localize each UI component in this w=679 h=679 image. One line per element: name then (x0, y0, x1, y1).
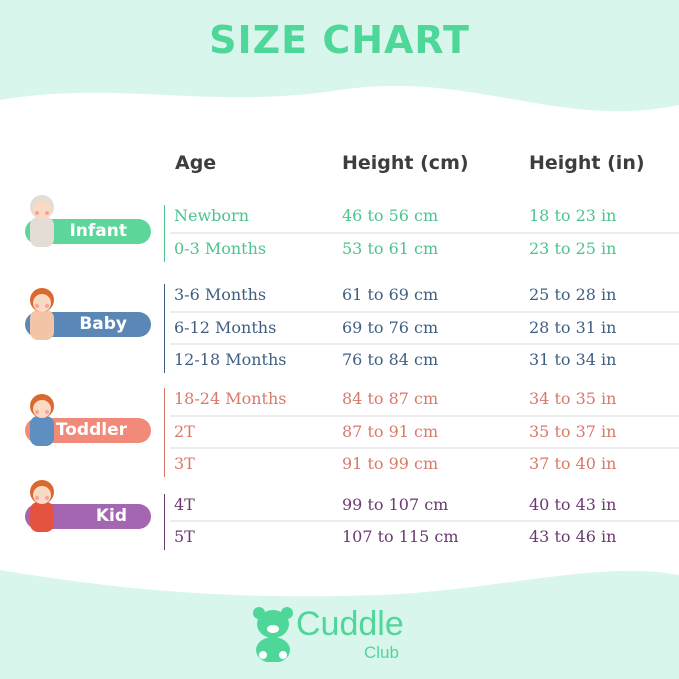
row-separator (170, 343, 679, 345)
age-cell: 6-12 Months (174, 318, 277, 337)
age-cell: 2T (174, 422, 195, 441)
height-in-cell: 40 to 43 in (529, 495, 617, 514)
height-in-cell: 28 to 31 in (529, 318, 617, 337)
header-height-in: Height (in) (529, 152, 645, 174)
row-separator (170, 520, 679, 522)
group-divider (164, 494, 165, 550)
row-separator (170, 232, 679, 234)
logo-name: Cuddle (296, 605, 404, 643)
infant-illustration-icon (30, 195, 54, 247)
row-separator (170, 447, 679, 449)
header-age: Age (175, 152, 217, 174)
height-in-cell: 23 to 25 in (529, 239, 617, 258)
height-in-cell: 35 to 37 in (529, 422, 617, 441)
height-in-cell: 25 to 28 in (529, 285, 617, 304)
height-cm-cell: 107 to 115 cm (342, 527, 459, 546)
height-in-cell: 31 to 34 in (529, 350, 617, 369)
bear-logo-icon (253, 607, 293, 662)
logo-sub: Club (364, 643, 399, 662)
age-cell: 0-3 Months (174, 239, 267, 258)
height-in-cell: 37 to 40 in (529, 454, 617, 473)
age-cell: 4T (174, 495, 195, 514)
height-cm-cell: 53 to 61 cm (342, 239, 439, 258)
height-cm-cell: 91 to 99 cm (342, 454, 439, 473)
group-divider (164, 388, 165, 477)
page-title: SIZE CHART (209, 18, 470, 62)
group-divider (164, 284, 165, 373)
age-cell: Newborn (174, 206, 249, 225)
kid-illustration-icon (30, 480, 54, 532)
height-cm-cell: 76 to 84 cm (342, 350, 439, 369)
height-cm-cell: 61 to 69 cm (342, 285, 439, 304)
height-cm-cell: 99 to 107 cm (342, 495, 449, 514)
toddler-illustration-icon (30, 394, 54, 446)
row-separator (170, 415, 679, 417)
height-in-cell: 18 to 23 in (529, 206, 617, 225)
age-cell: 18-24 Months (174, 389, 287, 408)
height-in-cell: 34 to 35 in (529, 389, 617, 408)
row-separator (170, 311, 679, 313)
age-cell: 3T (174, 454, 195, 473)
age-cell: 5T (174, 527, 195, 546)
header-height-cm: Height (cm) (342, 152, 469, 174)
age-cell: 12-18 Months (174, 350, 287, 369)
age-cell: 3-6 Months (174, 285, 267, 304)
height-cm-cell: 69 to 76 cm (342, 318, 439, 337)
height-in-cell: 43 to 46 in (529, 527, 617, 546)
group-divider (164, 205, 165, 262)
height-cm-cell: 87 to 91 cm (342, 422, 439, 441)
height-cm-cell: 46 to 56 cm (342, 206, 439, 225)
height-cm-cell: 84 to 87 cm (342, 389, 439, 408)
baby-illustration-icon (30, 288, 54, 340)
